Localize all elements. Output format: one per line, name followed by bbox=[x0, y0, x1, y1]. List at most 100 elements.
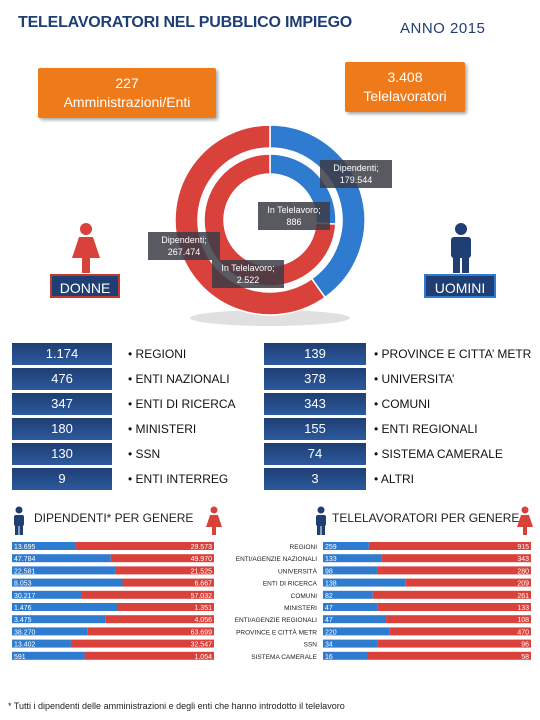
bar-label-women-1-5: 133 bbox=[517, 605, 529, 612]
bar-women-0-4 bbox=[81, 590, 214, 599]
bar-label-men-1-5: 47 bbox=[325, 605, 333, 612]
bar-women-0-2 bbox=[115, 566, 214, 575]
legend-count-right: 155 bbox=[264, 418, 366, 440]
bar-men-1-8 bbox=[323, 639, 378, 648]
teleworkers-label: Telelavoratori bbox=[363, 88, 447, 104]
bar-label-men-0-7: 38.270 bbox=[14, 629, 36, 636]
category-label-4: COMUNI bbox=[291, 593, 318, 600]
bar-label-men-1-3: 138 bbox=[325, 581, 337, 588]
bar-label-men-0-6: 3.475 bbox=[14, 617, 32, 624]
bar-label-women-0-4: 57.032 bbox=[191, 593, 213, 600]
bar-label-women-0-0: 29.573 bbox=[191, 544, 213, 551]
bar-women-0-1 bbox=[110, 554, 214, 563]
employees-by-gender-title: DIPENDENTI* PER GENERE bbox=[34, 511, 194, 525]
bar-label-men-1-2: 98 bbox=[325, 568, 333, 575]
legend-row: 1.174 • REGIONI 139 • PROVINCE E CITTA’ MET… bbox=[0, 343, 540, 365]
bar-women-0-7 bbox=[87, 627, 214, 636]
bar-men-0-5 bbox=[12, 603, 118, 611]
legend-label-right: • SISTEMA CAMERALE bbox=[374, 447, 503, 461]
bar-women-1-1 bbox=[381, 554, 531, 563]
donut-label-box-inner-0 bbox=[258, 202, 330, 230]
donut-label-box-outer-0 bbox=[320, 160, 392, 188]
bar-label-women-1-9: 58 bbox=[521, 654, 529, 661]
bar-men-1-2 bbox=[323, 566, 377, 575]
bar-label-men-0-3: 8.053 bbox=[14, 581, 32, 588]
bar-label-men-1-7: 220 bbox=[325, 629, 337, 636]
legend-row: 476 • ENTI NAZIONALI 378 • UNIVERSITA’ bbox=[0, 368, 540, 390]
year-label: ANNO 2015 bbox=[400, 20, 486, 37]
bar-label-women-1-1: 343 bbox=[517, 556, 529, 563]
bar-label-women-1-8: 96 bbox=[521, 642, 529, 649]
teleworkers-by-gender-title: TELELAVORATORI PER GENERE bbox=[332, 511, 520, 525]
bar-label-women-1-3: 209 bbox=[517, 581, 529, 588]
legend-label-left: • REGIONI bbox=[128, 347, 187, 361]
bar-men-1-1 bbox=[323, 554, 382, 563]
legend-label-left: • SSN bbox=[128, 447, 161, 461]
bar-men-1-4 bbox=[323, 590, 373, 599]
legend-label-left: • MINISTERI bbox=[128, 422, 197, 436]
donut-value-outer-0: 179.544 bbox=[340, 175, 373, 185]
legend-count-left: 1.174 bbox=[12, 343, 112, 365]
bar-label-women-1-2: 280 bbox=[517, 568, 529, 575]
bar-label-men-1-4: 82 bbox=[325, 593, 333, 600]
bar-label-women-0-6: 4.056 bbox=[194, 617, 212, 624]
legend-label-right: • UNIVERSITA’ bbox=[374, 372, 455, 386]
legend-count-left: 180 bbox=[12, 418, 112, 440]
bar-women-0-0 bbox=[75, 542, 215, 550]
legend-row: 180 • MINISTERI 155 • ENTI REGIONALI bbox=[0, 418, 540, 440]
bar-women-0-8 bbox=[70, 639, 215, 648]
bar-label-men-1-1: 133 bbox=[325, 556, 337, 563]
category-label-2: UNIVERSITÀ bbox=[278, 566, 318, 575]
woman-icon bbox=[72, 223, 100, 273]
bar-label-women-1-0: 915 bbox=[517, 544, 529, 551]
bar-label-women-1-4: 261 bbox=[517, 593, 529, 600]
legend-count-left: 9 bbox=[12, 468, 112, 490]
bar-men-0-7 bbox=[12, 627, 88, 636]
man-small-icon bbox=[316, 506, 326, 535]
bar-men-0-8 bbox=[12, 639, 71, 648]
category-label-9: SISTEMA CAMERALE bbox=[251, 654, 317, 661]
bar-men-0-2 bbox=[12, 566, 116, 575]
bar-men-1-7 bbox=[323, 627, 390, 636]
donut-value-inner-0: 886 bbox=[286, 217, 301, 227]
bar-women-1-6 bbox=[386, 615, 531, 624]
bar-label-women-0-5: 1.351 bbox=[194, 605, 212, 612]
gender-bar-charts: 13.695 29.573 REGIONI 47.784 49.970 ENTI/AGEN… bbox=[0, 540, 540, 695]
legend-row: 130 • SSN 74 • SISTEMA CAMERALE bbox=[0, 443, 540, 465]
man-small-icon bbox=[14, 506, 24, 535]
bar-label-women-0-2: 21.525 bbox=[191, 568, 213, 575]
legend-count-left: 130 bbox=[12, 443, 112, 465]
administrations-count: 227 bbox=[115, 75, 139, 91]
donut-label-box-outer-1 bbox=[148, 232, 220, 260]
administrations-box: 227 Amministrazioni/Enti bbox=[38, 68, 216, 118]
bar-women-0-9 bbox=[84, 651, 214, 660]
legend-label-left: • ENTI INTERREG bbox=[128, 472, 229, 486]
bar-label-women-0-8: 32.547 bbox=[191, 642, 213, 649]
woman-small-icon bbox=[206, 506, 222, 535]
bar-label-women-1-6: 108 bbox=[517, 617, 529, 624]
footnote: * Tutti i dipendenti delle amministrazio… bbox=[8, 701, 345, 711]
category-label-8: SSN bbox=[304, 642, 318, 649]
legend-count-right: 378 bbox=[264, 368, 366, 390]
legend-count-right: 139 bbox=[264, 343, 366, 365]
category-label-3: ENTI DI RICERCA bbox=[263, 581, 318, 588]
category-label-0: REGIONI bbox=[290, 544, 318, 551]
bar-label-men-0-9: 591 bbox=[14, 654, 26, 661]
bar-men-0-0 bbox=[12, 542, 76, 550]
men-label: UOMINI bbox=[424, 274, 496, 298]
legend-label-left: • ENTI DI RICERCA bbox=[128, 397, 236, 411]
donut-label-inner-0: In Telelavoro; bbox=[267, 205, 320, 215]
bar-label-men-0-0: 13.695 bbox=[14, 544, 36, 551]
bar-women-0-6 bbox=[105, 615, 214, 624]
legend-label-right: • ENTI REGIONALI bbox=[374, 422, 478, 436]
bar-men-0-1 bbox=[12, 554, 111, 563]
bar-label-women-0-7: 63.699 bbox=[191, 629, 213, 636]
donut-value-outer-1: 267.474 bbox=[168, 247, 201, 257]
donut-shadow bbox=[190, 310, 350, 326]
legend-label-right: • ALTRI bbox=[374, 472, 414, 486]
bar-label-men-1-6: 47 bbox=[325, 617, 333, 624]
bar-men-0-6 bbox=[12, 615, 106, 624]
page-title: TELELAVORATORI NEL PUBBLICO IMPIEGO bbox=[18, 14, 353, 31]
bar-women-0-5 bbox=[117, 603, 214, 611]
legend-row: 347 • ENTI DI RICERCA 343 • COMUNI bbox=[0, 393, 540, 415]
